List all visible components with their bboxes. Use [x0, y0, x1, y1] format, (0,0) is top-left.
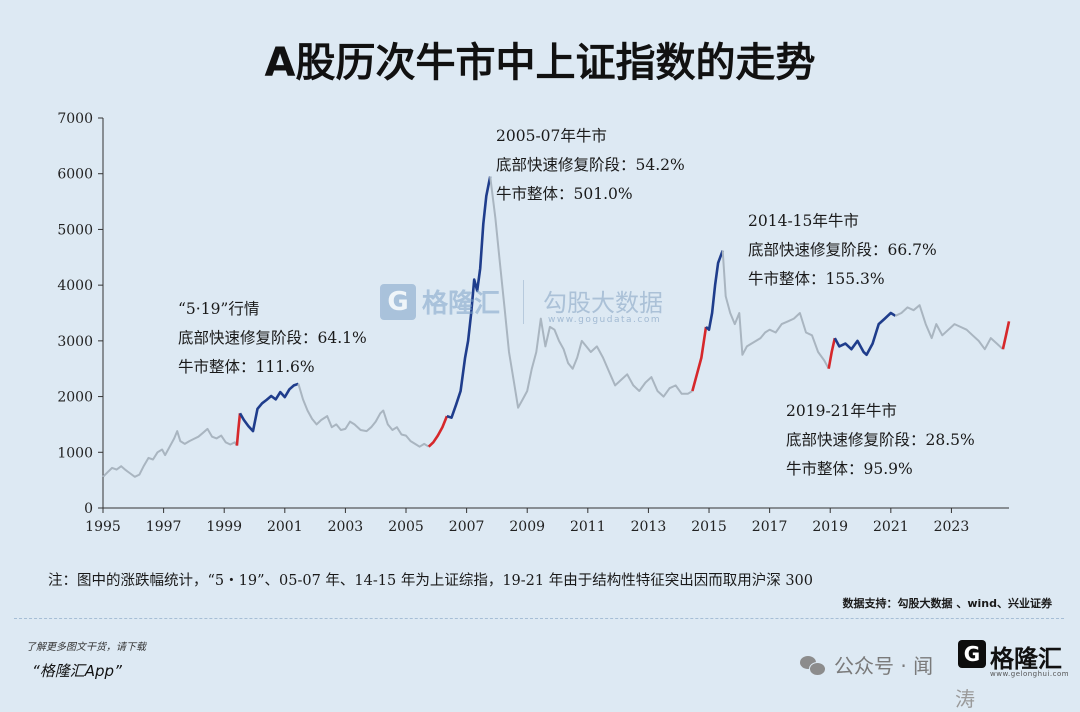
bull-segment	[238, 382, 299, 433]
annotation-repair: 底部快速修复阶段：54.2%	[496, 156, 685, 174]
chart-lines	[102, 176, 1011, 478]
annotation-title: 2019-21年牛市	[786, 402, 897, 420]
chart-title: A股历次牛市中上证指数的走势	[264, 40, 816, 86]
annotation-repair: 底部快速修复阶段：28.5%	[786, 431, 975, 449]
x-tick-label: 2017	[752, 519, 788, 535]
annotation-519: “5·19”行情 底部快速修复阶段：64.1% 牛市整体：111.6%	[178, 295, 367, 382]
watermark-url: www.gogudata.com	[548, 315, 662, 325]
gelonghui-logo-text: 格隆汇	[990, 645, 1062, 673]
footnote: 注：图中的涨跌幅统计，“5・19”、05-07 年、14-15 年为上证综指，1…	[48, 573, 814, 589]
promo-line-1: 了解更多图文干货，请下载	[26, 642, 146, 653]
annotation-overall: 牛市整体：95.9%	[786, 460, 913, 478]
annotation-overall: 牛市整体：155.3%	[748, 270, 885, 288]
annotation-2019-21: 2019-21年牛市 底部快速修复阶段：28.5% 牛市整体：95.9%	[786, 397, 975, 484]
x-tick-label: 2009	[509, 519, 545, 535]
x-tick-label: 2011	[570, 519, 606, 535]
x-tick-label: 1995	[85, 519, 121, 535]
x-tick-label: 1999	[206, 519, 242, 535]
wechat-label: 公众号 · 闻	[834, 654, 934, 678]
watermark-divider	[523, 280, 524, 324]
x-tick-label: 2021	[873, 519, 909, 535]
data-source: 数据支持：勾股大数据 、wind、兴业证券	[842, 597, 1052, 610]
x-tick-label: 2001	[267, 519, 303, 535]
annotation-title: “5·19”行情	[178, 300, 260, 318]
gelonghui-logo-icon: G	[958, 640, 986, 668]
bull-segment	[446, 176, 492, 420]
index-segment	[102, 427, 238, 478]
y-tick-label: 6000	[57, 167, 93, 183]
annotation-overall: 牛市整体：111.6%	[178, 358, 315, 376]
bull-segment	[833, 311, 897, 357]
y-tick-label: 2000	[57, 390, 93, 406]
x-tick-label: 2023	[934, 519, 970, 535]
annotation-title: 2014-15年牛市	[748, 212, 859, 230]
watermark-brand2: 勾股大数据	[543, 289, 663, 317]
annotation-2014-15: 2014-15年牛市 底部快速修复阶段：66.7% 牛市整体：155.3%	[748, 207, 937, 294]
repair-segment	[427, 415, 449, 448]
y-tick-label: 0	[84, 501, 93, 517]
annotation-title: 2005-07年牛市	[496, 127, 607, 145]
divider-dashed	[14, 618, 1064, 619]
index-segment	[297, 383, 430, 448]
x-tick-label: 1997	[146, 519, 182, 535]
y-tick-label: 4000	[57, 278, 93, 294]
gelonghui-logo-url: www.gelonghui.com	[990, 670, 1070, 678]
y-tick-label: 1000	[57, 445, 93, 461]
bull-segment	[705, 250, 724, 332]
repair-segment	[1001, 321, 1011, 350]
wechat-icon	[800, 654, 826, 676]
watermark-brand: 格隆汇	[422, 289, 501, 319]
y-tick-label: 7000	[57, 111, 93, 127]
x-tick-label: 2003	[328, 519, 364, 535]
annotation-overall: 牛市整体：501.0%	[496, 185, 633, 203]
x-tick-label: 2013	[631, 519, 667, 535]
gelonghui-watermark: G 格隆汇	[380, 283, 500, 320]
watermark-tail: 涛	[955, 687, 975, 711]
index-segment	[489, 176, 693, 409]
wechat-account[interactable]: 公众号 · 闻	[800, 650, 933, 679]
y-tick-label: 3000	[57, 334, 93, 350]
repair-segment	[235, 413, 242, 446]
y-tick-label: 5000	[57, 222, 93, 238]
repair-segment	[691, 326, 708, 392]
index-segment	[894, 304, 1004, 351]
annotation-repair: 底部快速修复阶段：64.1%	[178, 329, 367, 347]
annotation-2005-07: 2005-07年牛市 底部快速修复阶段：54.2% 牛市整体：501.0%	[496, 122, 685, 209]
x-tick-label: 2005	[388, 519, 424, 535]
index-segment	[721, 250, 830, 370]
x-tick-label: 2007	[449, 519, 485, 535]
watermark-logo-icon: G	[380, 283, 416, 320]
x-tick-label: 2015	[691, 519, 727, 535]
promo-line-2: “格隆汇App”	[32, 662, 122, 680]
chart-axes: 0 1000 2000 3000 4000 5000 6000 7000 1995 1997 199…	[57, 111, 1009, 535]
x-tick-label: 2019	[812, 519, 848, 535]
repair-segment	[827, 337, 837, 369]
annotation-repair: 底部快速修复阶段：66.7%	[748, 241, 937, 259]
